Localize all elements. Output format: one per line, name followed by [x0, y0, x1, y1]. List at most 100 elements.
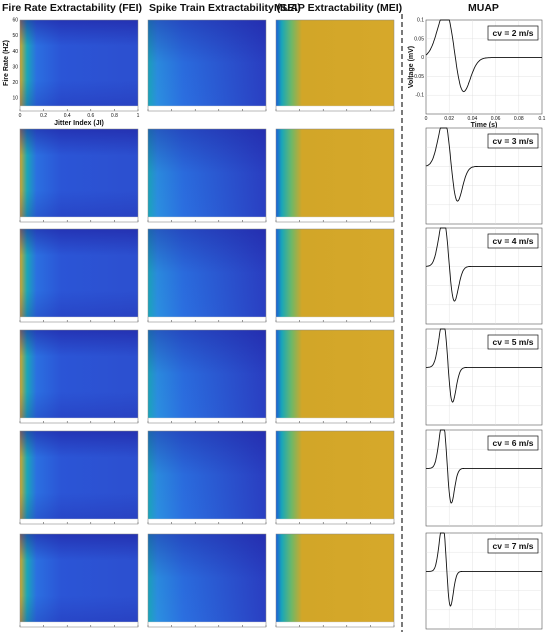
- heatmap-fei-frame-5: [19, 430, 139, 525]
- heatmap-sei-frame-2: [147, 128, 267, 223]
- muap-series-3: [426, 227, 542, 302]
- fei-xtick-0.2: 0.2: [40, 113, 47, 119]
- heatmap-fei-shade-1: [20, 20, 138, 106]
- muap-series-2: [425, 127, 542, 202]
- header-fei: Fire Rate Extractability (FEI): [2, 2, 143, 14]
- heatmap-fei-shade-4: [20, 330, 138, 418]
- cv-label-5: cv = 6 m/s: [493, 438, 534, 448]
- muap-xtick-0.08: 0.08: [514, 116, 524, 122]
- heatmap-mei-baseline-3: [275, 316, 395, 323]
- muap-ytick--0.05: -0.05: [413, 74, 425, 80]
- heatmap-sei-frame-5: [147, 430, 267, 525]
- fei-ytick-40: 40: [12, 49, 18, 55]
- fei-xtick-0.4: 0.4: [64, 113, 71, 119]
- muap-series-1: [425, 19, 542, 93]
- heatmap-fei-shade-6: [20, 534, 138, 622]
- header-sei: Spike Train Extractability (SEI): [149, 2, 301, 14]
- heatmap-fei-shade-2: [20, 129, 138, 217]
- heatmap-fei-frame-2: [19, 128, 139, 223]
- cv-box-2: [487, 133, 539, 149]
- heatmap-mei-frame-1: [275, 19, 395, 112]
- header-mei: MUAP Extractability (MEI): [274, 2, 403, 14]
- cv-box-3: [487, 233, 539, 249]
- cv-label-1: cv = 2 m/s: [493, 28, 534, 38]
- heatmap-fei-frame-6: [19, 533, 139, 628]
- cv-box-4: [487, 334, 539, 350]
- heatmap-mei-baseline-4: [275, 417, 395, 424]
- muap-ytick--0.1: -0.1: [415, 93, 424, 99]
- heatmap-fei-baseline-4: [19, 417, 139, 424]
- muap-xtick-0.02: 0.02: [444, 116, 454, 122]
- heatmap-sei-shade-5: [148, 431, 266, 519]
- cv-box-1: [487, 25, 539, 41]
- heatmap-mei-frame-6: [275, 533, 395, 628]
- muap-series-4: [426, 328, 542, 403]
- heatmap-fei-frame-4: [19, 329, 139, 424]
- muap-ytick-0: 0: [421, 55, 424, 61]
- heatmap-mei-frame-2: [275, 128, 395, 223]
- muap-xtick-0.04: 0.04: [468, 116, 478, 122]
- muap-xtick-0.06: 0.06: [491, 116, 501, 122]
- cv-label-6: cv = 7 m/s: [493, 541, 534, 551]
- heatmap-fei-baseline-5: [19, 518, 139, 525]
- heatmap-mei-row-5: [276, 431, 394, 519]
- muap-series-5: [426, 429, 542, 504]
- heatmap-mei-frame-4: [275, 329, 395, 424]
- muap-ylabel: Voltage (mV): [408, 46, 415, 88]
- fei-ytick-30: 30: [12, 64, 18, 70]
- heatmap-mei-baseline-1: [275, 105, 395, 112]
- heatmap-fei-frame-3: [19, 228, 139, 323]
- heatmap-sei-baseline-5: [147, 518, 267, 525]
- heatmap-fei-baseline-1: [19, 105, 139, 112]
- heatmap-sei-baseline-1: [147, 105, 267, 112]
- heatmap-fei-shade-5: [20, 431, 138, 519]
- muap-ytick-0.1: 0.1: [417, 18, 424, 24]
- heatmap-fei-baseline-3: [19, 316, 139, 323]
- heatmap-sei-frame-3: [147, 228, 267, 323]
- muap-series-6: [426, 532, 542, 607]
- heatmap-mei-row-4: [276, 330, 394, 418]
- heatmap-sei-shade-6: [148, 534, 266, 622]
- cv-label-4: cv = 5 m/s: [493, 337, 534, 347]
- heatmap-sei-baseline-6: [147, 621, 267, 628]
- heatmap-sei-shade-2: [148, 129, 266, 217]
- heatmap-mei-frame-5: [275, 430, 395, 525]
- fei-ytick-20: 20: [12, 80, 18, 86]
- muap-ytick-0.05: 0.05: [414, 36, 424, 42]
- cv-label-3: cv = 4 m/s: [493, 236, 534, 246]
- heatmap-sei-frame-6: [147, 533, 267, 628]
- fei-ytick-50: 50: [12, 33, 18, 39]
- heatmap-sei-baseline-2: [147, 216, 267, 223]
- heatmap-mei-row-2: [276, 129, 394, 217]
- heatmap-sei-baseline-4: [147, 417, 267, 424]
- cv-box-6: [487, 538, 539, 554]
- muap-xtick-0.1: 0.1: [539, 116, 546, 122]
- heatmap-sei-baseline-3: [147, 316, 267, 323]
- heatmap-mei-row-3: [276, 229, 394, 317]
- heatmap-sei-frame-1: [147, 19, 267, 112]
- heatmap-fei-baseline-6: [19, 621, 139, 628]
- heatmap-mei-frame-3: [275, 228, 395, 323]
- heatmap-mei-baseline-2: [275, 216, 395, 223]
- heatmap-mei-row-6: [276, 534, 394, 622]
- heatmap-sei-shade-1: [148, 20, 266, 106]
- heatmap-fei-frame-1: [19, 19, 139, 112]
- header-muap: MUAP: [468, 2, 499, 14]
- fei-xtick-0: 0: [19, 113, 22, 119]
- fei-ytick-10: 10: [12, 96, 18, 102]
- heatmap-mei-baseline-5: [275, 518, 395, 525]
- muap-xlabel: Time (s): [471, 122, 498, 129]
- heatmap-sei-shade-4: [148, 330, 266, 418]
- heatmap-sei-shade-3: [148, 229, 266, 317]
- fei-xtick-0.6: 0.6: [87, 113, 94, 119]
- muap-xtick-0: 0: [425, 116, 428, 122]
- fei-xtick-0.8: 0.8: [111, 113, 118, 119]
- fei-xtick-1: 1: [137, 113, 140, 119]
- heatmap-fei-shade-3: [20, 229, 138, 317]
- fei-xlabel: Jitter Index (JI): [54, 120, 104, 127]
- fei-ytick-60: 60: [12, 18, 18, 24]
- cv-label-2: cv = 3 m/s: [493, 136, 534, 146]
- cv-box-5: [487, 435, 539, 451]
- heatmap-fei-baseline-2: [19, 216, 139, 223]
